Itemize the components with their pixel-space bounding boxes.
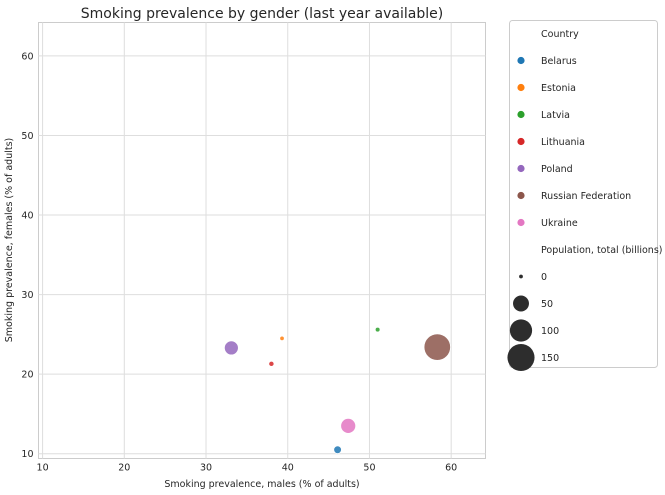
point-ukraine xyxy=(340,417,357,434)
point-russian-federation xyxy=(423,333,451,361)
x-axis-label: Smoking prevalence, males (% of adults) xyxy=(164,479,359,490)
y-tick-label: 10 xyxy=(21,449,33,460)
legend-size-marker xyxy=(519,274,523,279)
x-tick-label: 30 xyxy=(200,463,212,474)
y-tick-label: 20 xyxy=(21,370,33,381)
legend-entry-label: Russian Federation xyxy=(541,191,631,202)
point-belarus xyxy=(333,445,342,455)
y-tick-label: 50 xyxy=(21,131,33,142)
legend-size-label: 100 xyxy=(541,326,559,337)
y-tick-label: 30 xyxy=(21,290,33,301)
x-axis-ticks: 10 20 30 40 50 60 xyxy=(37,463,458,474)
legend-marker xyxy=(517,218,525,227)
x-tick-label: 10 xyxy=(37,463,49,474)
y-tick-label: 40 xyxy=(21,211,33,222)
point-lithuania xyxy=(268,360,275,367)
x-tick-label: 40 xyxy=(282,463,294,474)
legend-hue-title: Country xyxy=(541,29,579,40)
legend: Country Belarus Estonia Latvia Lithuania Pola… xyxy=(507,29,662,372)
point-poland xyxy=(223,340,239,356)
grid-lines xyxy=(38,22,486,459)
plot-area xyxy=(38,22,486,459)
legend-entry-label: Poland xyxy=(541,164,573,175)
chart-title: Smoking prevalence by gender (last year … xyxy=(81,6,443,22)
legend-size-label: 50 xyxy=(541,299,553,310)
legend-entry-label: Ukraine xyxy=(541,218,578,229)
legend-marker xyxy=(517,191,525,200)
x-tick-label: 50 xyxy=(363,463,375,474)
legend-size-label: 150 xyxy=(541,353,559,364)
x-tick-label: 20 xyxy=(118,463,130,474)
legend-marker xyxy=(517,110,525,119)
point-latvia xyxy=(374,326,381,333)
legend-size-title: Population, total (billions) xyxy=(541,245,662,256)
legend-entry-label: Estonia xyxy=(541,83,576,94)
legend-entry-label: Latvia xyxy=(541,110,570,121)
y-axis-label: Smoking prevalence, females (% of adults… xyxy=(4,138,15,342)
legend-marker xyxy=(517,137,525,146)
legend-marker xyxy=(517,83,525,92)
legend-marker xyxy=(517,56,525,65)
legend-size-marker xyxy=(509,319,533,342)
y-tick-label: 60 xyxy=(21,51,33,62)
legend-size-label: 0 xyxy=(541,272,547,283)
data-points xyxy=(223,326,451,455)
legend-size-marker xyxy=(507,343,535,372)
legend-entry-label: Belarus xyxy=(541,56,577,67)
legend-marker xyxy=(517,164,525,173)
legend-entry-label: Lithuania xyxy=(541,137,585,148)
y-axis-ticks: 10 20 30 40 50 60 xyxy=(21,51,33,460)
x-tick-label: 60 xyxy=(445,463,457,474)
legend-box xyxy=(509,20,658,368)
legend-size-marker xyxy=(513,295,529,312)
point-estonia xyxy=(279,335,285,342)
